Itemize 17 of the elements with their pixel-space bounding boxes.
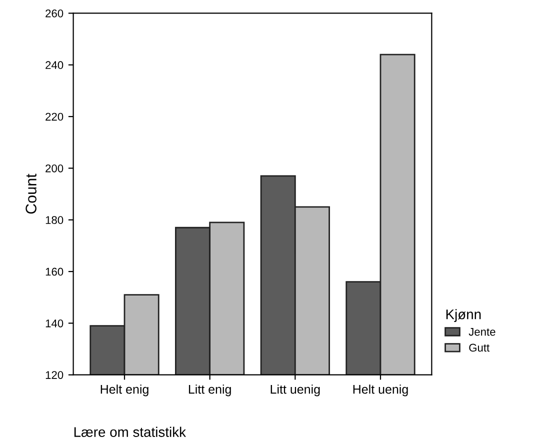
legend-title: Kjønn [446,309,481,322]
y-tick-label: 200 [46,164,64,172]
x-tick-label: Litt uenig [270,384,320,396]
y-tick-label: 220 [46,112,64,121]
y-tick-label: 120 [46,371,64,379]
y-tick-label: 180 [46,216,64,224]
legend-label: Gutt [469,344,490,352]
y-tick-label: 140 [46,319,64,328]
y-tick-label: 260 [46,9,64,18]
legend-label: Jente [468,328,496,336]
x-tick-label: Helt uenig [353,384,408,396]
y-axis-title: Count [26,174,36,214]
y-tick-label: 240 [46,61,64,70]
x-axis-title: Lære om statistikk [74,426,186,437]
x-tick-label: Litt enig [188,384,231,396]
y-tick-label: 160 [46,268,64,276]
x-tick-label: Helt enig [100,384,148,396]
